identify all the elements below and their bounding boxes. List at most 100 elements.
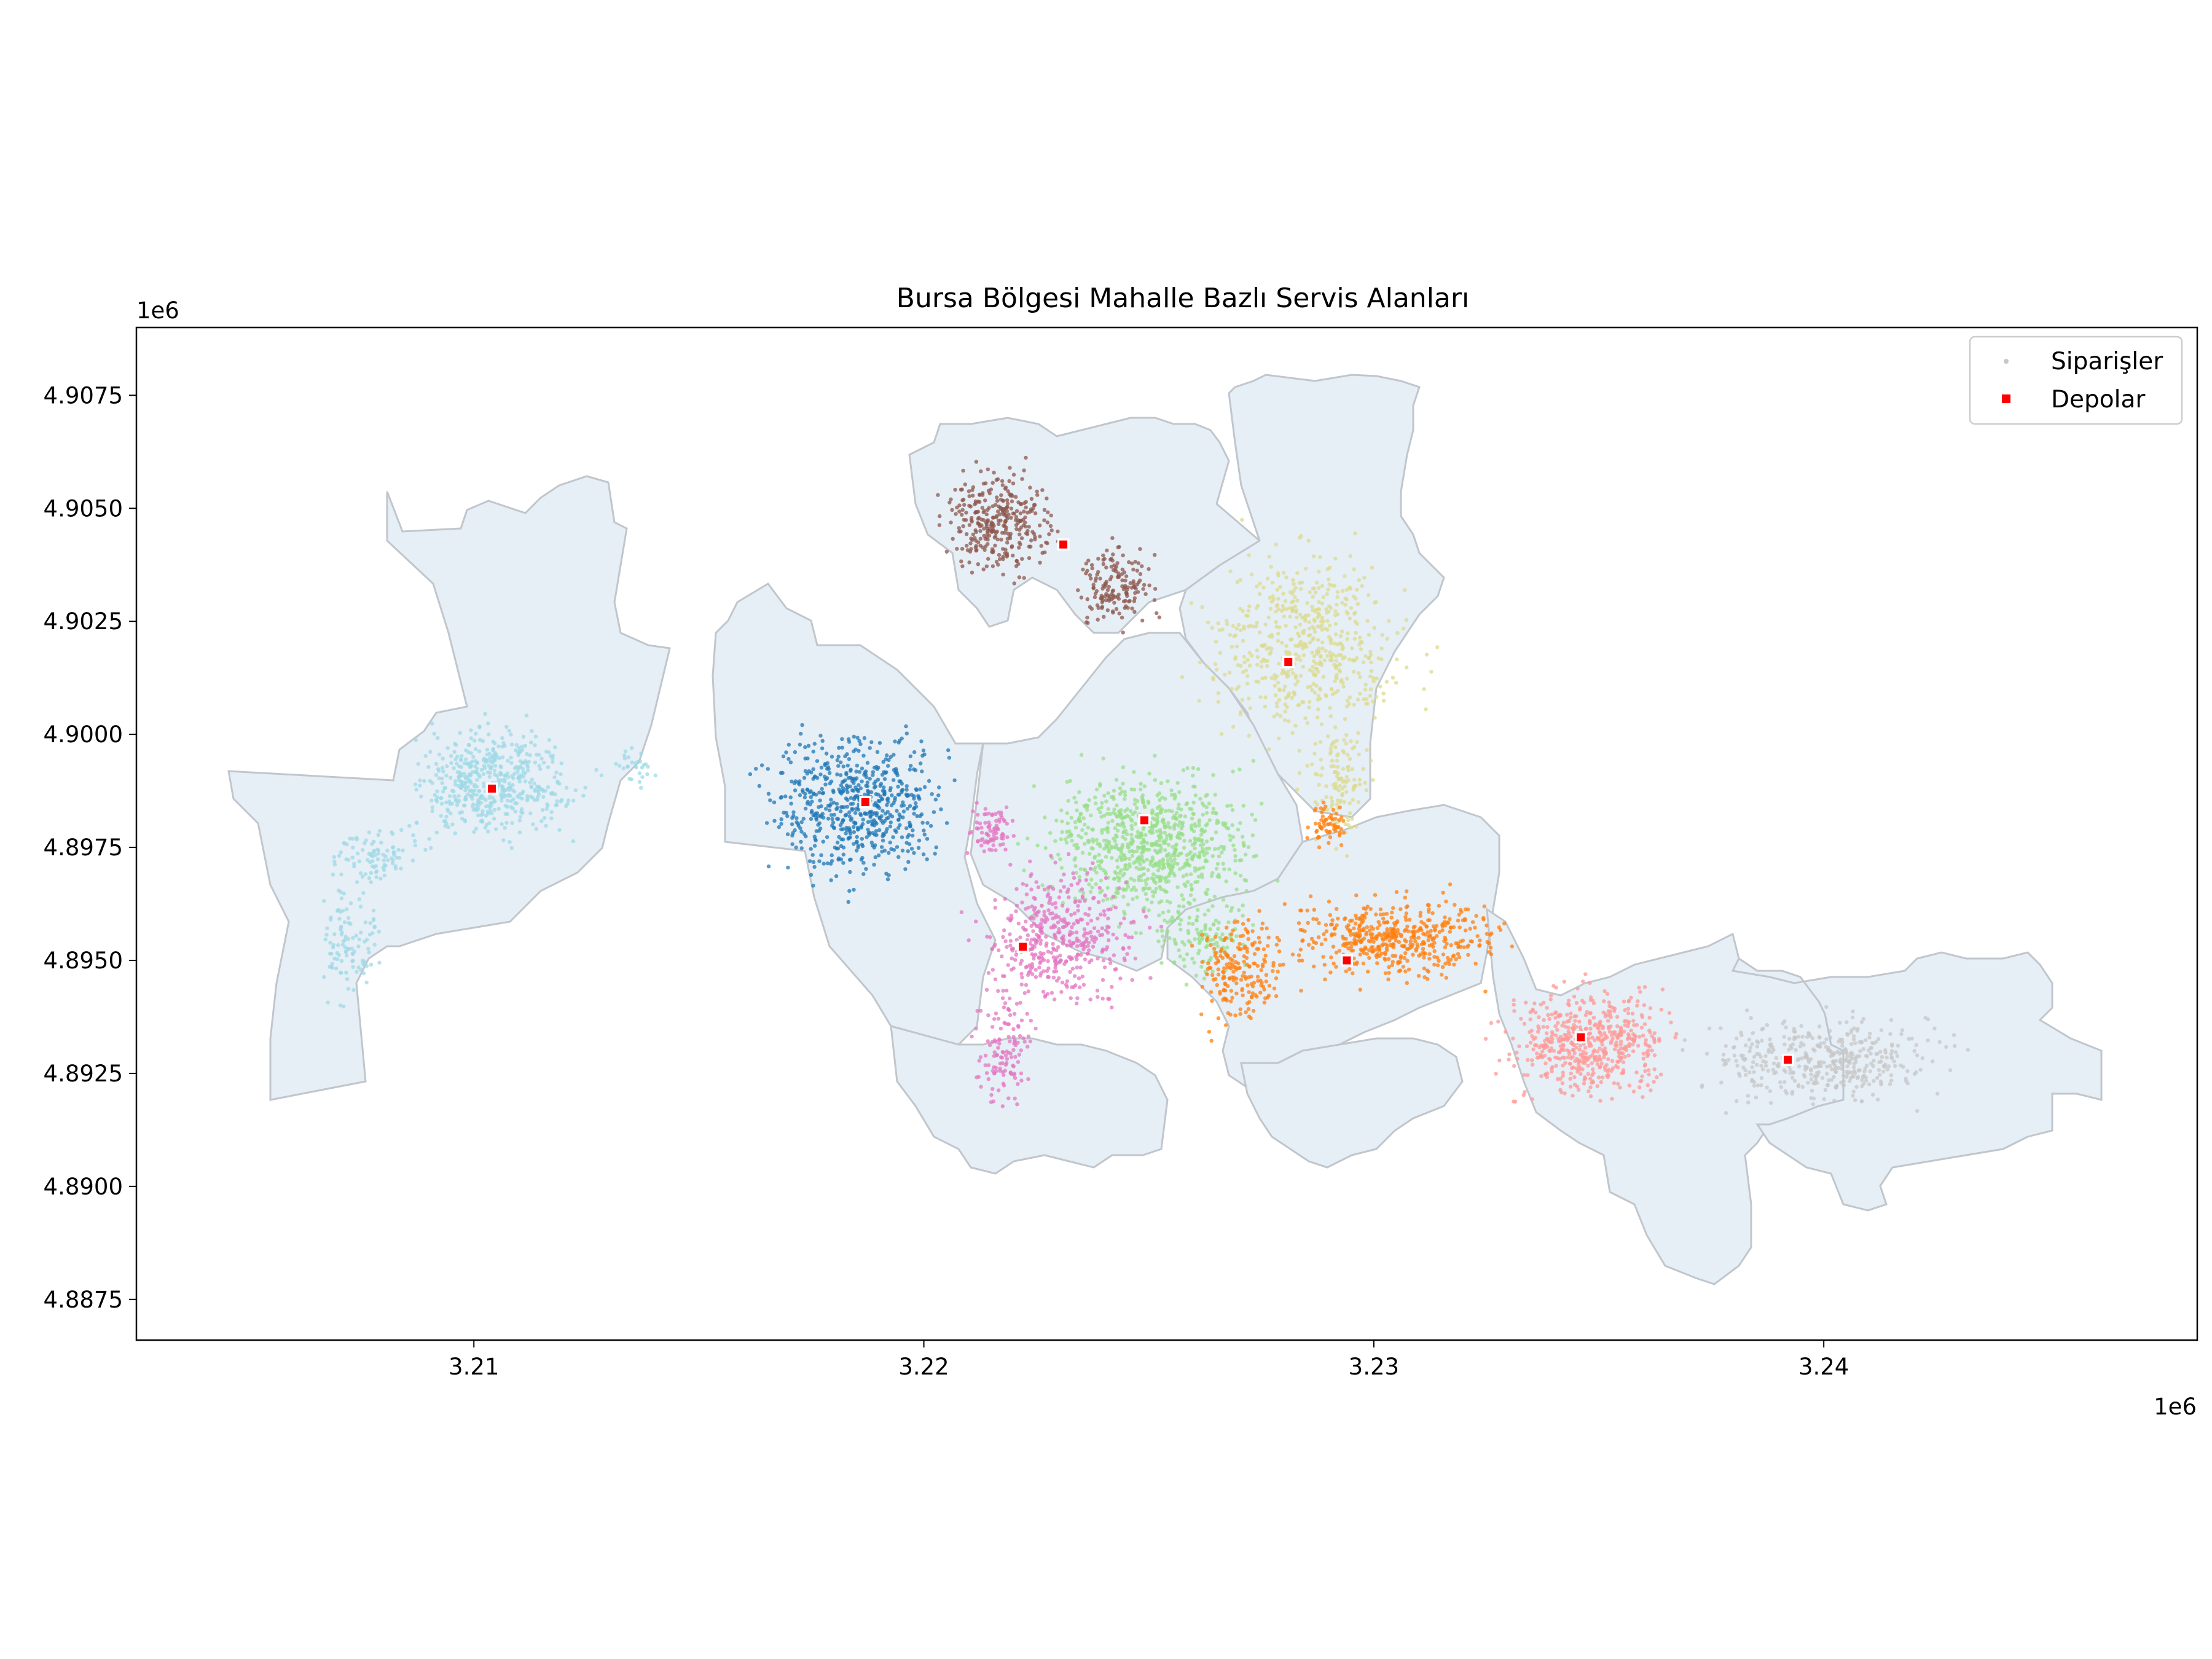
order-point xyxy=(366,947,371,951)
order-point xyxy=(938,514,942,519)
order-point xyxy=(1006,531,1010,536)
order-point xyxy=(1193,866,1198,870)
order-point xyxy=(1021,517,1026,522)
order-point xyxy=(473,747,478,751)
order-point xyxy=(1306,538,1311,543)
order-point xyxy=(511,783,515,787)
order-point xyxy=(983,1053,988,1058)
order-point xyxy=(528,753,532,758)
order-point xyxy=(1324,784,1328,788)
order-point xyxy=(1105,839,1109,843)
order-point xyxy=(1216,972,1221,977)
order-point xyxy=(1019,536,1024,541)
order-point xyxy=(990,968,995,972)
order-point xyxy=(985,935,989,939)
order-point xyxy=(1096,807,1100,811)
order-point xyxy=(1033,1026,1038,1031)
order-point xyxy=(347,947,351,951)
order-point xyxy=(1334,847,1338,851)
order-point xyxy=(339,971,343,975)
order-point xyxy=(1299,587,1303,591)
order-point xyxy=(1121,782,1125,786)
order-point xyxy=(1320,646,1325,651)
order-point xyxy=(862,736,867,740)
order-point xyxy=(1210,854,1215,858)
order-point xyxy=(1311,946,1315,951)
order-point xyxy=(1085,615,1089,620)
order-point xyxy=(1112,877,1116,881)
order-point xyxy=(1298,622,1303,627)
order-point xyxy=(330,965,334,970)
order-point xyxy=(477,789,481,793)
order-point xyxy=(1193,785,1197,789)
order-point xyxy=(1046,959,1050,963)
order-point xyxy=(1252,981,1257,985)
order-point xyxy=(1465,944,1470,949)
order-point xyxy=(1244,976,1248,981)
order-point xyxy=(1108,961,1113,965)
order-point xyxy=(1339,629,1344,633)
order-point xyxy=(1148,859,1153,864)
order-point xyxy=(1038,534,1042,539)
order-point xyxy=(1059,866,1064,870)
order-point xyxy=(1195,914,1199,919)
order-point xyxy=(1040,883,1045,887)
order-point xyxy=(481,772,486,777)
order-point xyxy=(1635,1003,1639,1008)
order-point xyxy=(896,855,901,860)
order-point xyxy=(1229,909,1233,913)
order-point xyxy=(1165,899,1169,904)
order-point xyxy=(1192,898,1197,902)
order-point xyxy=(1370,949,1375,954)
order-point xyxy=(1351,971,1355,976)
order-point xyxy=(1422,955,1426,960)
order-point xyxy=(1353,921,1358,926)
order-point xyxy=(806,799,810,804)
order-point xyxy=(1145,841,1150,845)
order-point xyxy=(1556,1021,1560,1025)
order-point xyxy=(1028,485,1032,490)
order-point xyxy=(1263,659,1267,663)
order-point xyxy=(1226,920,1231,925)
order-point xyxy=(1123,958,1127,963)
order-point xyxy=(875,750,880,755)
order-point xyxy=(322,975,326,979)
order-point xyxy=(1029,924,1033,928)
order-point xyxy=(331,945,335,950)
order-point xyxy=(1036,885,1041,890)
order-point xyxy=(1197,820,1201,825)
order-point xyxy=(1383,920,1388,925)
order-point xyxy=(551,759,555,764)
order-point xyxy=(850,779,855,783)
order-point xyxy=(888,786,893,790)
order-point xyxy=(900,782,904,786)
order-point xyxy=(487,805,492,810)
order-point xyxy=(997,817,1002,822)
order-point xyxy=(1094,882,1098,887)
order-point xyxy=(901,800,905,804)
order-point xyxy=(1247,664,1252,668)
order-point xyxy=(1319,619,1324,624)
order-point xyxy=(1013,1054,1018,1059)
order-point xyxy=(399,866,403,871)
order-point xyxy=(1311,554,1316,559)
order-point xyxy=(1418,911,1423,915)
order-point xyxy=(1017,1053,1022,1057)
order-point xyxy=(1229,999,1233,1003)
order-point xyxy=(1204,932,1209,937)
order-point xyxy=(1230,645,1234,649)
order-point xyxy=(1088,573,1092,578)
order-point xyxy=(859,813,863,817)
order-point xyxy=(1228,569,1233,573)
order-point xyxy=(1006,963,1010,967)
order-point xyxy=(1247,651,1252,655)
order-point xyxy=(376,833,380,837)
order-point xyxy=(1018,935,1022,939)
order-point xyxy=(503,743,507,748)
order-point xyxy=(1083,931,1088,936)
order-point xyxy=(1016,921,1021,926)
order-point xyxy=(906,860,911,865)
order-point xyxy=(984,481,988,485)
order-point xyxy=(1106,807,1111,811)
order-point xyxy=(1444,976,1448,980)
